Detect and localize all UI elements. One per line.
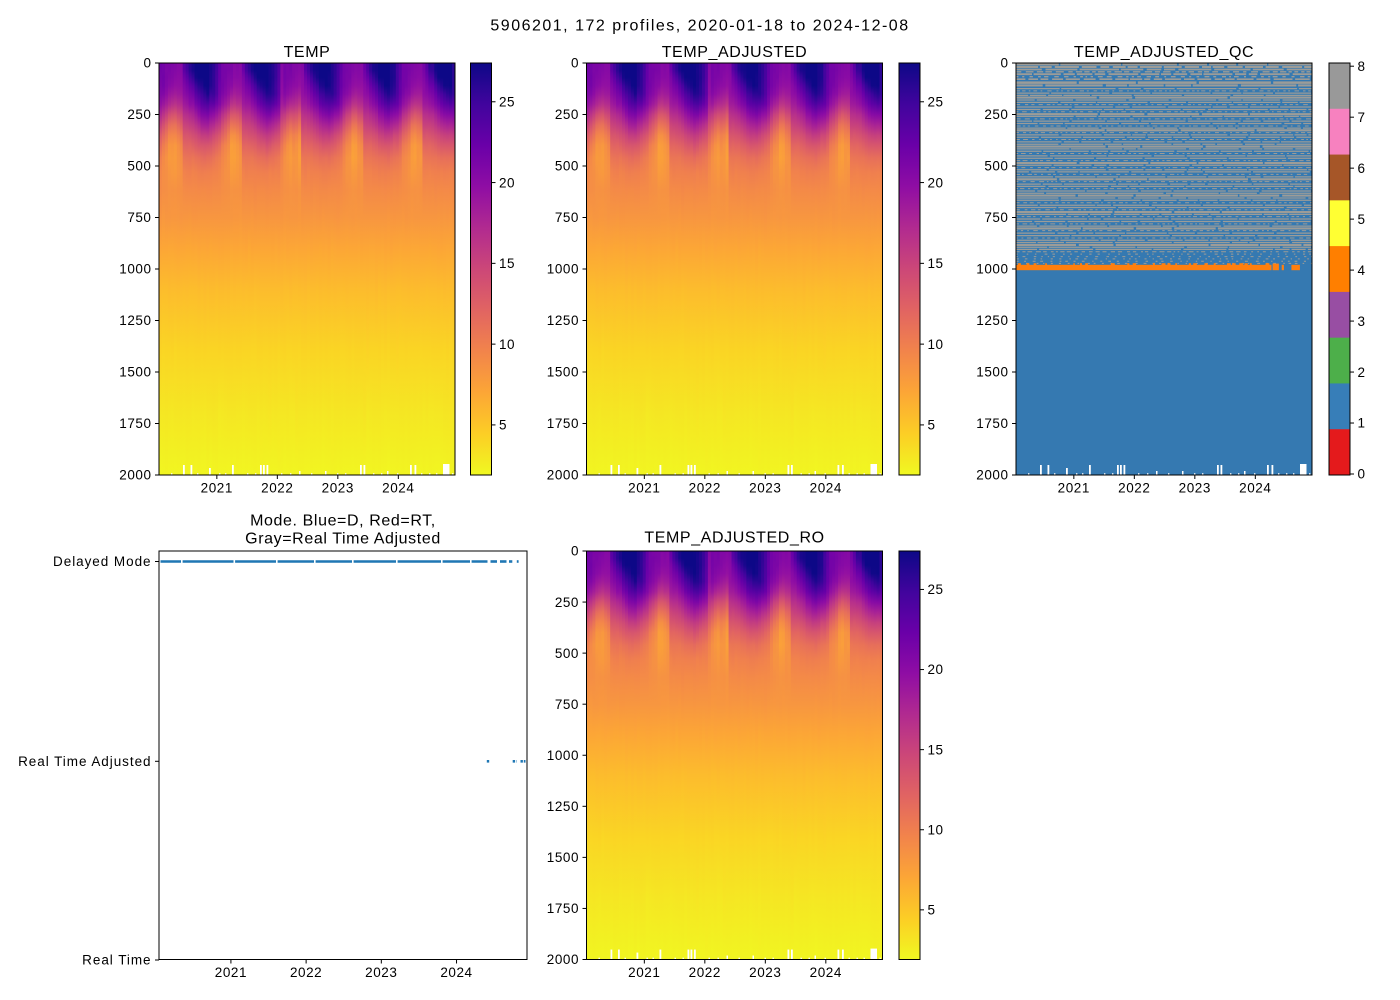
svg-text:1750: 1750	[547, 901, 579, 916]
svg-text:2021: 2021	[215, 965, 247, 980]
svg-text:1250: 1250	[547, 799, 579, 814]
svg-text:Gray=Real Time Adjusted: Gray=Real Time Adjusted	[245, 531, 441, 548]
svg-text:0: 0	[571, 56, 579, 71]
svg-text:750: 750	[555, 697, 579, 712]
svg-text:1500: 1500	[547, 365, 579, 380]
svg-text:2024: 2024	[1239, 481, 1271, 496]
svg-text:2022: 2022	[290, 965, 322, 980]
svg-text:2023: 2023	[749, 481, 781, 496]
svg-text:Mode. Blue=D, Red=RT,: Mode. Blue=D, Red=RT,	[250, 512, 436, 529]
svg-text:2022: 2022	[689, 965, 721, 980]
svg-text:10: 10	[928, 822, 944, 837]
svg-text:1250: 1250	[976, 313, 1008, 328]
svg-text:Real Time: Real Time	[82, 953, 151, 968]
svg-text:1750: 1750	[976, 416, 1008, 431]
svg-text:10: 10	[928, 337, 944, 352]
svg-text:2024: 2024	[810, 965, 842, 980]
svg-text:5906201, 172 profiles, 2020-01: 5906201, 172 profiles, 2020-01-18 to 202…	[490, 18, 909, 35]
svg-text:1750: 1750	[547, 416, 579, 431]
svg-text:250: 250	[127, 107, 151, 122]
svg-text:2024: 2024	[810, 481, 842, 496]
svg-text:Delayed Mode: Delayed Mode	[53, 554, 151, 569]
svg-text:1250: 1250	[119, 313, 151, 328]
svg-text:TEMP_ADJUSTED_QC: TEMP_ADJUSTED_QC	[1074, 44, 1254, 61]
svg-text:2023: 2023	[322, 481, 354, 496]
svg-text:750: 750	[555, 210, 579, 225]
svg-text:1000: 1000	[547, 748, 579, 763]
svg-text:15: 15	[928, 742, 944, 757]
svg-text:250: 250	[555, 595, 579, 610]
svg-text:2023: 2023	[365, 965, 397, 980]
svg-text:1: 1	[1358, 416, 1366, 431]
svg-text:15: 15	[499, 256, 515, 271]
svg-text:5: 5	[1358, 212, 1366, 227]
svg-text:2021: 2021	[628, 481, 660, 496]
svg-text:250: 250	[555, 107, 579, 122]
svg-text:20: 20	[928, 662, 944, 677]
svg-text:2024: 2024	[440, 965, 472, 980]
svg-text:TEMP_ADJUSTED_RO: TEMP_ADJUSTED_RO	[644, 530, 824, 547]
svg-text:8: 8	[1358, 59, 1366, 74]
svg-text:2021: 2021	[1058, 481, 1090, 496]
svg-text:2022: 2022	[261, 481, 293, 496]
svg-text:750: 750	[984, 210, 1008, 225]
svg-text:5: 5	[499, 418, 507, 433]
svg-text:Real Time Adjusted: Real Time Adjusted	[18, 754, 151, 769]
svg-text:25: 25	[928, 582, 944, 597]
svg-text:25: 25	[928, 95, 944, 110]
svg-text:1500: 1500	[547, 850, 579, 865]
svg-text:2024: 2024	[382, 481, 414, 496]
svg-text:25: 25	[499, 95, 515, 110]
svg-text:2021: 2021	[628, 965, 660, 980]
svg-text:2000: 2000	[976, 468, 1008, 483]
svg-text:5: 5	[928, 903, 936, 918]
svg-text:2000: 2000	[119, 468, 151, 483]
svg-text:0: 0	[143, 56, 151, 71]
svg-text:2022: 2022	[1118, 481, 1150, 496]
svg-text:5: 5	[928, 418, 936, 433]
svg-text:15: 15	[928, 256, 944, 271]
svg-text:750: 750	[127, 210, 151, 225]
svg-text:1250: 1250	[547, 313, 579, 328]
svg-text:3: 3	[1358, 314, 1366, 329]
svg-text:1500: 1500	[976, 365, 1008, 380]
svg-text:500: 500	[127, 159, 151, 174]
svg-text:1000: 1000	[547, 262, 579, 277]
svg-text:6: 6	[1358, 161, 1366, 176]
svg-text:1750: 1750	[119, 416, 151, 431]
svg-text:2023: 2023	[1179, 481, 1211, 496]
svg-text:0: 0	[1000, 56, 1008, 71]
svg-text:500: 500	[984, 159, 1008, 174]
svg-text:2000: 2000	[547, 952, 579, 967]
svg-text:500: 500	[555, 159, 579, 174]
svg-text:20: 20	[928, 175, 944, 190]
svg-text:7: 7	[1358, 110, 1366, 125]
svg-text:2023: 2023	[749, 965, 781, 980]
svg-text:2000: 2000	[547, 468, 579, 483]
svg-text:2: 2	[1358, 365, 1366, 380]
svg-text:TEMP_ADJUSTED: TEMP_ADJUSTED	[662, 44, 808, 61]
svg-text:0: 0	[571, 544, 579, 559]
svg-text:TEMP: TEMP	[284, 44, 331, 61]
svg-text:0: 0	[1358, 467, 1366, 482]
svg-text:20: 20	[499, 175, 515, 190]
svg-text:250: 250	[984, 107, 1008, 122]
svg-text:10: 10	[499, 337, 515, 352]
svg-text:1000: 1000	[119, 262, 151, 277]
svg-text:1500: 1500	[119, 365, 151, 380]
svg-text:2022: 2022	[689, 481, 721, 496]
svg-text:2021: 2021	[201, 481, 233, 496]
svg-text:1000: 1000	[976, 262, 1008, 277]
svg-text:4: 4	[1358, 263, 1366, 278]
svg-text:500: 500	[555, 646, 579, 661]
